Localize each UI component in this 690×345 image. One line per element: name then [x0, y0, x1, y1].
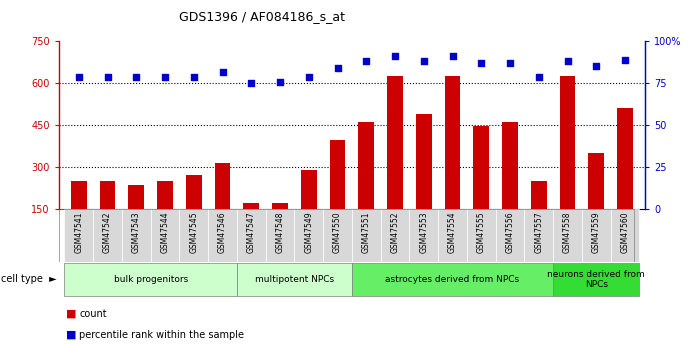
Text: GDS1396 / AF084186_s_at: GDS1396 / AF084186_s_at	[179, 10, 345, 23]
Text: GSM47549: GSM47549	[304, 211, 313, 253]
Bar	[438, 209, 467, 262]
Text: GSM47544: GSM47544	[161, 211, 170, 253]
Text: bulk progenitors: bulk progenitors	[114, 275, 188, 284]
Point	[591, 64, 602, 69]
Bar	[617, 108, 633, 209]
Bar	[502, 122, 518, 209]
Text: astrocytes derived from NPCs: astrocytes derived from NPCs	[386, 275, 520, 284]
Bar	[71, 181, 87, 209]
Bar	[560, 76, 575, 209]
Text: neurons derived from
NPCs: neurons derived from NPCs	[547, 270, 645, 289]
Point	[504, 60, 515, 66]
Bar	[295, 209, 323, 262]
Point	[361, 59, 372, 64]
Bar	[473, 127, 489, 209]
Bar	[611, 209, 640, 262]
Text: ■: ■	[66, 309, 76, 319]
Point	[188, 74, 199, 79]
Bar	[64, 263, 237, 296]
Text: ■: ■	[66, 330, 76, 339]
Bar	[179, 209, 208, 262]
Text: GSM47541: GSM47541	[75, 211, 83, 253]
Bar	[582, 209, 611, 262]
Text: GSM47547: GSM47547	[247, 211, 256, 253]
Point	[275, 79, 286, 84]
Bar	[531, 181, 546, 209]
Bar	[524, 209, 553, 262]
Bar	[64, 209, 93, 262]
Bar	[186, 175, 201, 209]
Point	[476, 60, 487, 66]
Bar	[352, 263, 553, 296]
Point	[304, 74, 315, 79]
Bar	[215, 163, 230, 209]
Text: percentile rank within the sample: percentile rank within the sample	[79, 330, 244, 339]
Point	[390, 54, 401, 59]
Text: GSM47554: GSM47554	[448, 211, 457, 253]
Text: GSM47557: GSM47557	[534, 211, 543, 253]
Point	[332, 66, 343, 71]
Bar	[553, 209, 582, 262]
Point	[620, 57, 631, 62]
Point	[533, 74, 544, 79]
Bar	[352, 209, 381, 262]
Bar	[323, 209, 352, 262]
Point	[131, 74, 142, 79]
Bar	[467, 209, 495, 262]
Text: GSM47548: GSM47548	[275, 211, 284, 253]
Text: cell type  ►: cell type ►	[1, 275, 57, 284]
Bar	[589, 153, 604, 209]
Bar	[150, 209, 179, 262]
Point	[217, 69, 228, 74]
Text: GSM47545: GSM47545	[189, 211, 198, 253]
Bar	[128, 185, 144, 209]
Bar	[553, 263, 640, 296]
Bar	[208, 209, 237, 262]
Bar	[409, 209, 438, 262]
Bar	[358, 122, 374, 209]
Text: GSM47559: GSM47559	[592, 211, 601, 253]
Bar	[244, 203, 259, 209]
Text: GSM47546: GSM47546	[218, 211, 227, 253]
Text: multipotent NPCs: multipotent NPCs	[255, 275, 334, 284]
Bar	[416, 114, 432, 209]
Bar	[237, 263, 352, 296]
Bar	[93, 209, 122, 262]
Bar	[330, 140, 346, 209]
Text: GSM47558: GSM47558	[563, 211, 572, 253]
Text: GSM47551: GSM47551	[362, 211, 371, 253]
Text: GSM47552: GSM47552	[391, 211, 400, 253]
Text: GSM47542: GSM47542	[103, 211, 112, 253]
Text: count: count	[79, 309, 107, 319]
Bar	[387, 76, 403, 209]
Point	[159, 74, 170, 79]
Bar	[444, 76, 460, 209]
Point	[246, 80, 257, 86]
Text: GSM47556: GSM47556	[506, 211, 515, 253]
Bar	[381, 209, 409, 262]
Text: GSM47560: GSM47560	[620, 211, 629, 253]
Point	[562, 59, 573, 64]
Bar	[157, 181, 173, 209]
Text: GSM47550: GSM47550	[333, 211, 342, 253]
Point	[102, 74, 113, 79]
Bar	[301, 170, 317, 209]
Bar	[266, 209, 295, 262]
Text: GSM47553: GSM47553	[420, 211, 428, 253]
Bar	[495, 209, 524, 262]
Point	[447, 54, 458, 59]
Point	[418, 59, 429, 64]
Bar	[237, 209, 266, 262]
Bar	[99, 181, 115, 209]
Bar	[122, 209, 150, 262]
Bar	[272, 203, 288, 209]
Text: GSM47555: GSM47555	[477, 211, 486, 253]
Text: GSM47543: GSM47543	[132, 211, 141, 253]
Point	[73, 74, 84, 79]
